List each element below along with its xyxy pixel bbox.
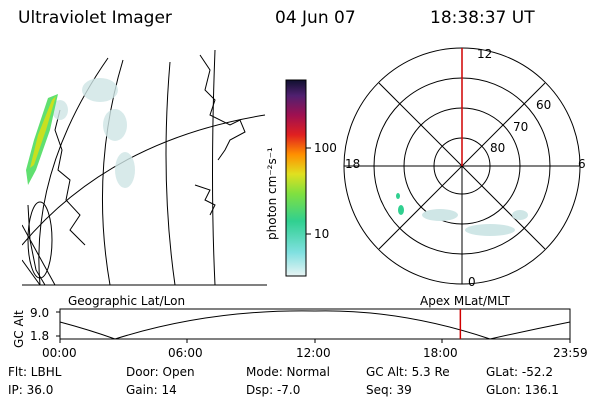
time-tick-1200: 12:00 [296,346,331,360]
app-title: Ultraviolet Imager [18,8,172,28]
altitude-tick-9: 9.0 [30,306,50,320]
gc-alt-info: GC Alt: 5.3 Re [366,365,450,379]
polar-label-0: 0 [468,275,476,289]
glat-info: GLat: -52.2 [486,365,553,379]
polar-lat-80: 80 [490,141,506,155]
time-tick-0000: 00:00 [42,346,77,360]
polar-lat-70: 70 [513,120,529,134]
altitude-curve [59,310,571,340]
altitude-tick-1-8: 1.8 [30,329,50,343]
geographic-label: Geographic Lat/Lon [68,294,186,308]
dsp-info: Dsp: -7.0 [246,383,301,397]
door-info: Door: Open [126,365,195,379]
gain-info: Gain: 14 [126,383,177,397]
colorbar-tick-10: 10 [314,227,330,241]
mode-info: Mode: Normal [246,365,330,379]
glon-info: GLon: 136.1 [486,383,559,397]
polar-label-12: 12 [477,47,493,61]
date-label: 04 Jun 07 [275,8,356,28]
polar-label-6: 6 [578,157,586,171]
time-tick-1800: 18:00 [423,346,458,360]
time-tick-2359: 23:59 [553,346,588,360]
altitude-axis-label: GC Alt [12,310,26,348]
flt-info: Flt: LBHL [8,365,62,379]
ip-info: IP: 36.0 [8,383,54,397]
colorbar-tick-100: 100 [314,141,337,155]
polar-lat-60: 60 [536,98,552,112]
seq-info: Seq: 39 [366,383,412,397]
polar-label-18: 18 [345,157,361,171]
time-tick-0600: 06:00 [168,346,203,360]
apex-label: Apex MLat/MLT [420,294,510,308]
time-label: 18:38:37 UT [430,8,535,28]
